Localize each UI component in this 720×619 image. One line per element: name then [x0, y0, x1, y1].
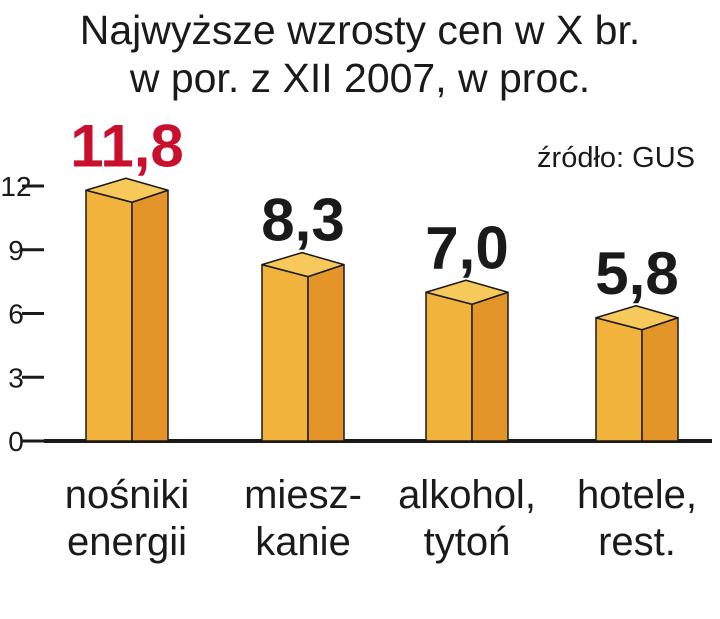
y-tick-label: 9 [8, 235, 24, 266]
bar-side-face [131, 189, 169, 442]
bar-top-face [425, 279, 509, 305]
bar-side-face [471, 291, 509, 442]
bar [85, 177, 169, 442]
chart-subtitle: w por. z XII 2007, w proc. [129, 55, 590, 101]
value-label: 11,8 [70, 112, 183, 179]
y-tick-label: 6 [8, 299, 24, 330]
bar-top-face [261, 251, 345, 278]
bar [261, 251, 345, 442]
category-label: nośniki energii [65, 473, 190, 564]
category-label: hotele, rest. [577, 473, 697, 564]
bar [425, 279, 509, 442]
y-tick-label: 0 [8, 426, 24, 457]
bars [85, 177, 679, 442]
bar-front-face [261, 263, 309, 442]
category-label: miesz-kanie [244, 473, 362, 564]
category-label: alkohol, tytoń [398, 473, 536, 564]
bar-top-face [85, 177, 169, 203]
bar-front-face [85, 189, 133, 442]
source-note: źródło: GUS [537, 142, 695, 174]
value-label: 7,0 [425, 214, 508, 281]
value-labels: 11,8 8,3 7,0 5,8 [70, 112, 678, 307]
chart-title: Najwyższe wzrosty cen w X br. [80, 7, 641, 53]
bar-top-face [595, 305, 679, 331]
bar-front-face [595, 317, 643, 442]
y-tick-label: 3 [8, 362, 24, 393]
bar-side-face [641, 317, 679, 442]
y-tick-label: 12 [0, 171, 31, 202]
bar-front-face [425, 291, 473, 442]
bar [595, 305, 679, 442]
value-label: 5,8 [595, 240, 678, 307]
bar-side-face [307, 263, 345, 442]
category-labels: nośniki energii miesz-kanie alkohol, tytoń ho… [65, 473, 697, 564]
value-label: 8,3 [261, 187, 344, 254]
